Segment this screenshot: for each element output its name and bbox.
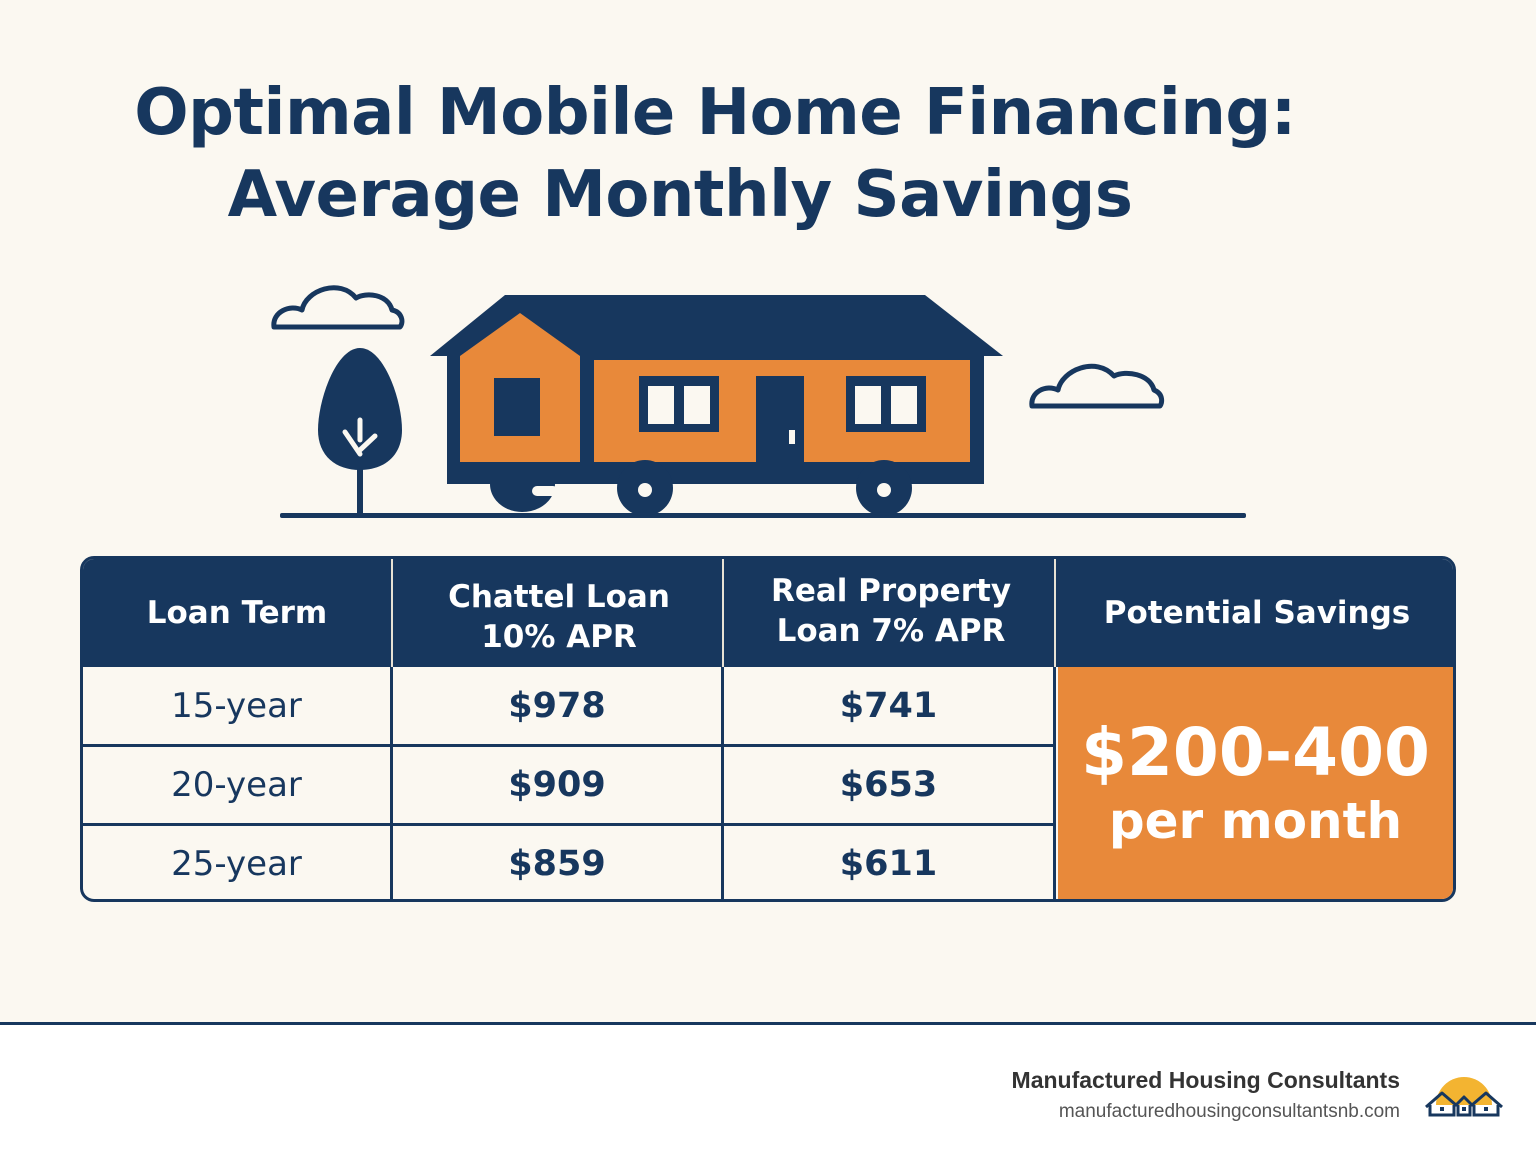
header-divider (722, 559, 724, 667)
header-chattel-loan: Chattel Loan 10% APR (448, 579, 670, 655)
row-divider (83, 823, 1055, 826)
savings-period: per month (1108, 792, 1403, 850)
cloud-icon (1029, 363, 1165, 409)
cell-term-25: 25-year (171, 844, 302, 884)
tree-icon (318, 348, 402, 516)
title-line-2: Average Monthly Savings (227, 158, 1133, 232)
title-line-1: Optimal Mobile Home Financing: (134, 76, 1296, 150)
mobile-home-illustration (271, 285, 1246, 518)
cell-real-15: $741 (839, 685, 938, 726)
header-divider (1054, 559, 1056, 667)
mobile-home-icon (430, 295, 1003, 516)
column-divider (1053, 559, 1056, 899)
header-loan-term: Loan Term (146, 595, 328, 631)
footer: Manufactured Housing Consultants manufac… (0, 1025, 1536, 1154)
cell-real-25: $611 (839, 844, 938, 884)
loan-comparison-table: Loan Term Chattel Loan 10% APR Real Prop… (80, 556, 1456, 902)
cell-term-20: 20-year (171, 765, 302, 805)
column-divider (390, 559, 393, 899)
header-real-property-loan: Real Property Loan 7% APR (770, 573, 1012, 649)
savings-highlight: $200-400 per month (1058, 667, 1453, 899)
column-divider (721, 559, 724, 899)
page-title: Optimal Mobile Home Financing: Average M… (0, 72, 1430, 236)
ground-line (280, 513, 1246, 518)
row-divider (83, 744, 1055, 747)
table-header (83, 559, 1453, 667)
company-url[interactable]: manufacturedhousingconsultantsnb.com (1058, 1101, 1400, 1122)
footer-divider (0, 1022, 1536, 1025)
cell-real-20: $653 (839, 765, 938, 805)
logo-houses-sun-icon (1425, 1077, 1503, 1117)
company-name: Manufactured Housing Consultants (1011, 1067, 1400, 1093)
cloud-icon (271, 285, 405, 330)
savings-amount: $200-400 (1081, 714, 1430, 791)
cell-chattel-15: $978 (508, 685, 606, 726)
header-potential-savings: Potential Savings (1103, 595, 1411, 631)
cell-chattel-25: $859 (508, 844, 606, 884)
cell-term-15: 15-year (171, 685, 302, 726)
cell-chattel-20: $909 (508, 765, 606, 805)
header-divider (391, 559, 393, 667)
